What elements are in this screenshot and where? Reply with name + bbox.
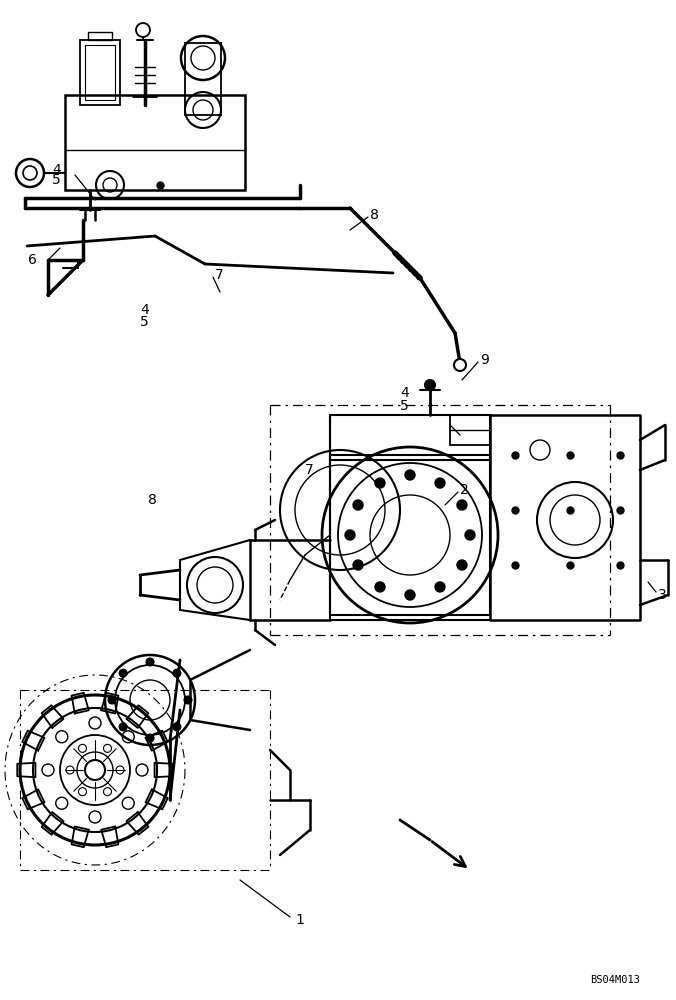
Text: 7: 7 [305,463,314,477]
Text: 5: 5 [52,173,61,187]
Text: 2: 2 [460,483,468,497]
Circle shape [353,500,363,510]
Circle shape [119,723,127,731]
Bar [80,40,120,105]
Bar [450,415,490,445]
Circle shape [119,669,127,677]
Circle shape [146,734,154,742]
Text: 3: 3 [658,588,667,602]
Circle shape [146,658,154,666]
Text: 4: 4 [400,386,409,400]
Circle shape [345,530,355,540]
Text: 8: 8 [370,208,379,222]
Circle shape [454,359,466,371]
Circle shape [108,696,116,704]
Circle shape [405,470,415,480]
Circle shape [375,478,385,488]
Circle shape [465,530,475,540]
Circle shape [16,159,44,187]
Circle shape [184,696,192,704]
Text: 6: 6 [28,253,37,267]
Text: 5: 5 [400,399,409,413]
Circle shape [435,478,445,488]
Text: 5: 5 [140,315,149,329]
Text: 4: 4 [140,303,149,317]
Text: 1: 1 [295,913,304,927]
Bar [85,45,115,100]
Circle shape [173,723,181,731]
Circle shape [353,560,363,570]
Bar [65,95,245,190]
Circle shape [425,380,435,390]
Circle shape [457,560,467,570]
Text: 7: 7 [215,268,224,282]
Text: 8: 8 [148,493,157,507]
Circle shape [457,500,467,510]
Text: 4: 4 [52,163,61,177]
Text: BS04M013: BS04M013 [590,975,640,985]
Circle shape [375,582,385,592]
Text: 9: 9 [480,353,489,367]
Circle shape [173,669,181,677]
Circle shape [435,582,445,592]
Circle shape [405,590,415,600]
Bar [88,32,112,40]
